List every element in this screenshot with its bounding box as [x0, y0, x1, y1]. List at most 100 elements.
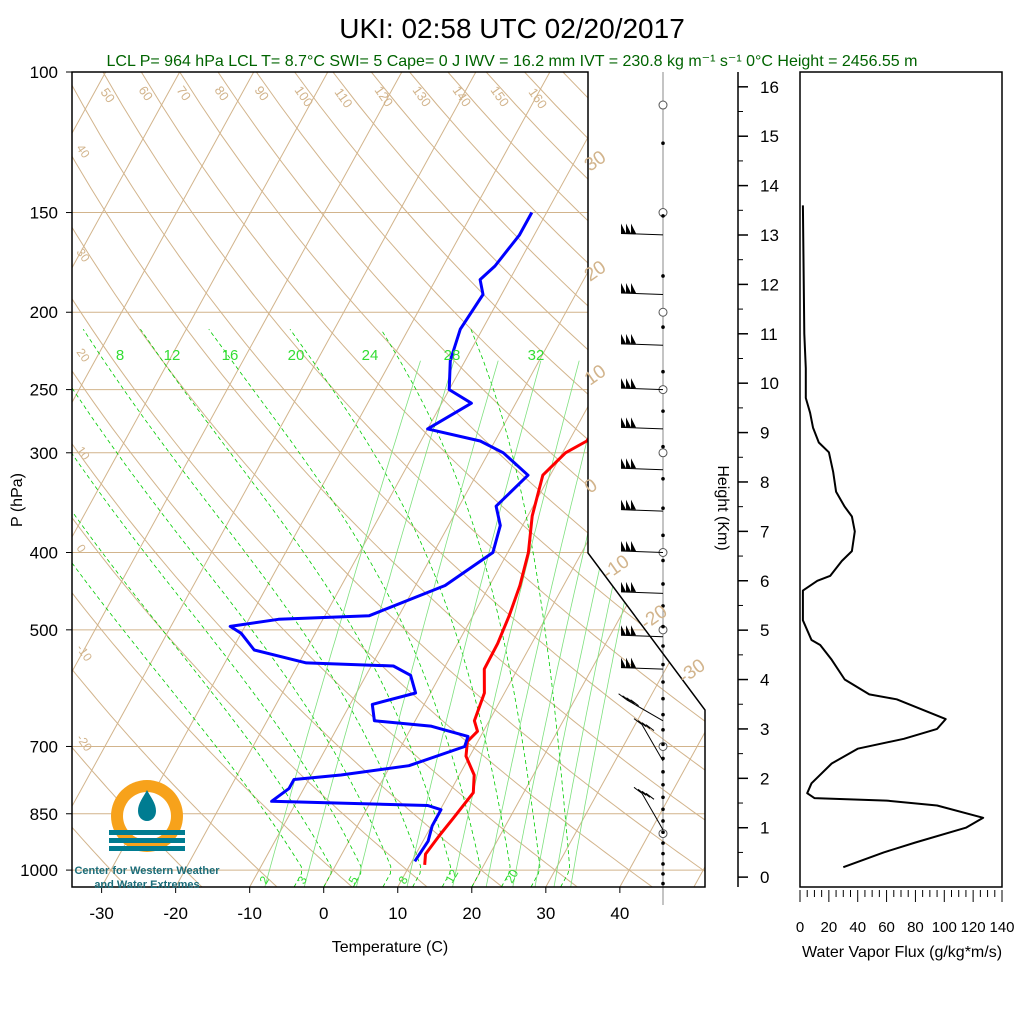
wind-barb	[621, 499, 664, 512]
wind-level-dot	[661, 644, 665, 648]
wind-barb-feather	[641, 722, 651, 730]
wind-level-dot	[661, 409, 665, 413]
wind-barb-shaft	[621, 550, 664, 553]
logo-water-band-3	[109, 846, 185, 851]
wind-barb-shaft	[621, 634, 664, 638]
dry-adiabat	[72, 72, 705, 887]
wind-level-dot	[661, 476, 665, 481]
isotherm-label: -10	[599, 551, 634, 584]
flux-axis-label: Water Vapor Flux (g/kg*m/s)	[802, 944, 1002, 961]
temp-tick-label: -20	[163, 904, 188, 923]
wind-barb-shaft	[621, 667, 664, 670]
flux-panel-border	[799, 71, 1003, 888]
wind-barb-pennant	[621, 417, 627, 428]
isotherm-label: 20	[581, 257, 610, 286]
mixing-ratio-label: 28	[444, 347, 461, 364]
wind-barb-feather	[633, 718, 643, 726]
dry-adiabat-label: 120	[372, 83, 397, 109]
wind-level-dot	[661, 795, 665, 800]
dry-adiabat	[72, 72, 428, 887]
wind-level-dot	[661, 770, 665, 774]
wind-level-dot	[661, 506, 665, 511]
wind-level-dot	[661, 558, 665, 563]
dry-adiabat	[562, 72, 705, 887]
isotherm	[693, 72, 705, 887]
wind-barb-shaft	[621, 292, 664, 295]
wind-barb-shaft	[626, 699, 664, 722]
dry-adiabat	[217, 72, 705, 887]
water-vapor-flux-line	[801, 205, 985, 869]
pressure-tick-label: 850	[30, 805, 58, 824]
dry-adiabat	[72, 72, 203, 887]
pressure-tick-label: 500	[30, 621, 58, 640]
wind-barb-feather	[645, 724, 655, 732]
wind-barb	[621, 417, 664, 430]
moist-adiabat	[208, 328, 481, 887]
wind-level-dot	[661, 214, 665, 218]
wind-barb-pennant	[631, 499, 637, 510]
skewt-background-lines	[72, 72, 705, 887]
moist-adiabat	[470, 329, 571, 887]
mixing-ratio-label: 32	[528, 347, 545, 364]
wind-barb-shaft	[621, 509, 664, 512]
wind-barb-pennant	[621, 223, 627, 234]
wind-level-dot	[661, 862, 665, 866]
cw3e-logo: Center for Western Weather and Water Ext…	[74, 780, 220, 891]
flux-tick-label: 140	[989, 919, 1014, 936]
isotherm	[72, 72, 181, 887]
flux-tick-label: 20	[821, 919, 838, 936]
wind-barb-pennant	[621, 541, 627, 552]
chart-subtitle: LCL P= 964 hPa LCL T= 8.7°C SWI= 5 Cape=…	[107, 53, 918, 70]
dewpoint-profile	[228, 211, 534, 863]
height-tick-label: 6	[760, 572, 769, 591]
wind-level-dot	[661, 851, 665, 856]
wind-level-dot	[661, 819, 665, 823]
isotherm	[471, 72, 705, 887]
dry-adiabat	[332, 72, 705, 887]
wind-barb	[621, 625, 664, 638]
water-drop-icon	[138, 790, 156, 821]
wind-level-dot	[661, 141, 665, 145]
wind-barb-feather	[618, 693, 627, 701]
temp-tick-label: 40	[610, 904, 629, 923]
wind-barb-shaft	[621, 467, 664, 471]
wind-level-dot	[661, 728, 665, 732]
wind-barb-shaft	[621, 232, 664, 236]
isotherm-label: 0	[581, 475, 602, 498]
wind-barb-pennant	[631, 333, 637, 344]
wind-barb-pennant	[626, 378, 632, 389]
temp-tick-label: 20	[462, 904, 481, 923]
temp-tick-label: 0	[319, 904, 328, 923]
wind-level-dot	[661, 782, 665, 787]
wind-barb	[621, 657, 664, 670]
height-tick-label: 12	[760, 275, 779, 294]
wind-barb-pennant	[626, 283, 632, 294]
pressure-tick-label: 700	[30, 737, 58, 756]
dry-adiabat-label: -10	[74, 642, 96, 665]
dry-adiabat-label: 20	[74, 346, 93, 365]
dry-adiabat-label: 90	[252, 83, 273, 103]
wind-barb-feather	[630, 699, 639, 707]
dry-adiabat	[255, 72, 705, 887]
isotherm	[72, 72, 255, 887]
logo-water-band-1	[109, 830, 185, 835]
wind-level-dot	[661, 369, 665, 374]
dry-adiabat-label: 0	[74, 542, 89, 556]
moist-adiabat	[72, 328, 362, 887]
wind-barb-pennant	[631, 625, 637, 636]
dry-adiabat-label: 110	[332, 85, 356, 111]
dry-adiabat	[72, 72, 578, 887]
wind-level-dot	[661, 696, 665, 701]
pressure-tick-label: 300	[30, 444, 58, 463]
height-tick-label: 15	[760, 127, 779, 146]
mixing-ratio-label: 12	[442, 867, 461, 886]
height-axis-label: Height (Km)	[714, 465, 731, 550]
dry-adiabat	[102, 72, 705, 887]
isotherm-label: 10	[581, 361, 610, 390]
pressure-tick-label: 250	[30, 381, 58, 400]
mixing-ratio-label: 8	[395, 873, 411, 886]
mixing-ratio-label: 20	[288, 347, 305, 364]
isotherm	[72, 72, 329, 887]
wind-level-dot	[661, 807, 665, 812]
dry-adiabat-label: 50	[98, 85, 119, 105]
